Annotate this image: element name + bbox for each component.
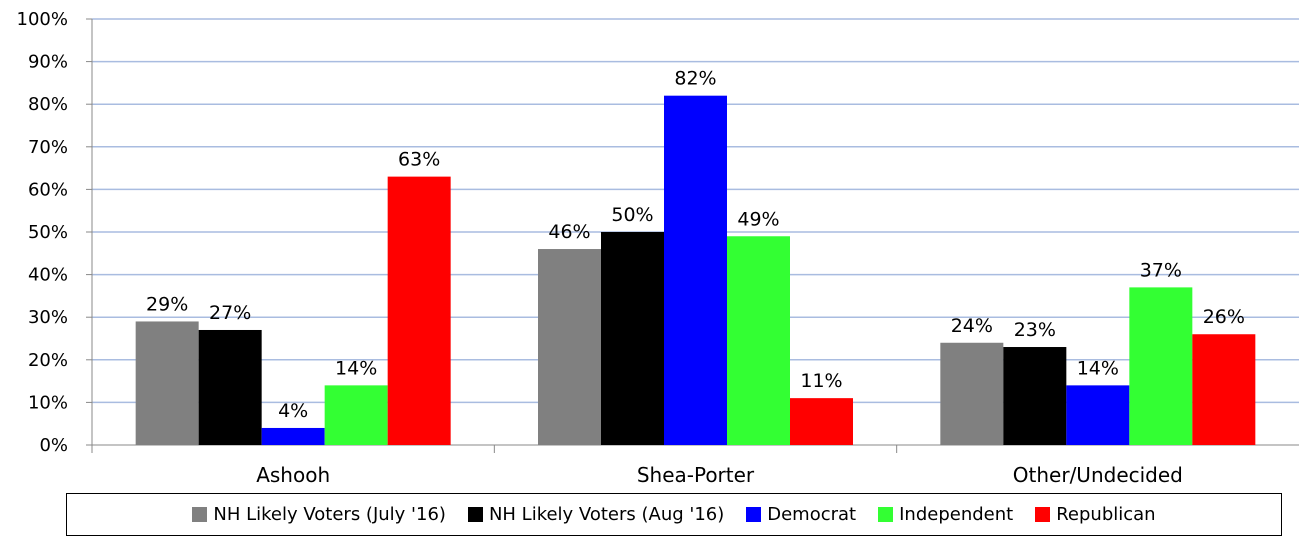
bar-value-label: 14% (335, 357, 377, 379)
bar-value-label: 26% (1203, 306, 1245, 328)
bar-value-label: 37% (1140, 259, 1182, 281)
bar (198, 329, 262, 445)
bar (387, 176, 451, 445)
legend-label: Independent (899, 504, 1014, 525)
y-tick-label: 60% (28, 179, 68, 200)
y-tick-label: 40% (28, 265, 68, 286)
legend-label: Republican (1056, 504, 1156, 525)
legend-item: Independent (878, 504, 1013, 525)
bar (261, 427, 325, 445)
legend-item: Republican (1035, 504, 1156, 525)
legend: NH Likely Voters (July '16) NH Likely Vot… (66, 493, 1282, 536)
bar (1192, 334, 1256, 445)
y-axis-tick-labels: 0% 10% 20% 30% 40% 50% 60% 70% 80% 90% 100% (17, 9, 68, 456)
bar (135, 321, 199, 445)
bars (135, 95, 1256, 446)
x-axis-category-labels: Ashooh Shea-Porter Other/Undecided (256, 463, 1183, 487)
legend-label: NH Likely Voters (July '16) (213, 504, 446, 525)
bar-value-label: 63% (398, 149, 440, 171)
y-tick-label: 20% (28, 350, 68, 371)
y-tick-label: 80% (28, 94, 68, 115)
y-tick-label: 70% (28, 137, 68, 158)
y-tick-label: 30% (28, 307, 68, 328)
bar (324, 385, 388, 445)
legend-swatch (1035, 507, 1051, 522)
bar-value-label: 11% (800, 370, 842, 392)
bar-value-label: 14% (1077, 357, 1119, 379)
legend-item: Democrat (746, 504, 856, 525)
bar (727, 236, 790, 445)
bar-value-label: 46% (548, 221, 590, 243)
bar (601, 232, 664, 445)
bar-value-label: 29% (146, 293, 188, 315)
bar-value-label: 24% (951, 315, 993, 337)
bar (940, 342, 1004, 445)
legend-item: NH Likely Voters (Aug '16) (467, 504, 725, 525)
bar (1003, 347, 1067, 445)
legend-label: Democrat (767, 504, 857, 525)
bar-value-label: 49% (737, 208, 779, 230)
y-tick-label: 0% (39, 435, 68, 456)
x-category-label: Shea-Porter (637, 463, 755, 487)
bar (790, 398, 853, 445)
bar-value-label: 23% (1014, 319, 1056, 341)
bar (538, 249, 601, 445)
legend-swatch (746, 507, 762, 522)
bar-value-label: 50% (611, 204, 653, 226)
bar-value-label: 82% (674, 68, 716, 90)
legend-swatch (467, 507, 483, 522)
y-tick-label: 10% (28, 392, 68, 413)
legend-swatch (192, 507, 208, 522)
chart: 0% 10% 20% 30% 40% 50% 60% 70% 80% 90% 100% 29% 27%… (17, 9, 1299, 487)
y-tick-label: 100% (17, 9, 68, 30)
legend-label: NH Likely Voters (Aug '16) (488, 504, 725, 525)
bar (1066, 385, 1130, 445)
x-category-label: Ashooh (256, 463, 330, 487)
legend-swatch (878, 507, 894, 522)
y-tick-label: 90% (28, 52, 68, 73)
bar (664, 95, 727, 446)
legend-item: NH Likely Voters (July '16) (192, 504, 446, 525)
bar (1129, 287, 1193, 445)
data-labels: 29% 27% 4% 14% 63% 46% 50% 82% 49% 11% 24% 23% 14% 37… (146, 68, 1245, 422)
bar-value-label: 4% (278, 400, 308, 422)
bar-value-label: 27% (209, 302, 251, 324)
x-category-label: Other/Undecided (1013, 463, 1183, 487)
y-tick-label: 50% (28, 222, 68, 243)
